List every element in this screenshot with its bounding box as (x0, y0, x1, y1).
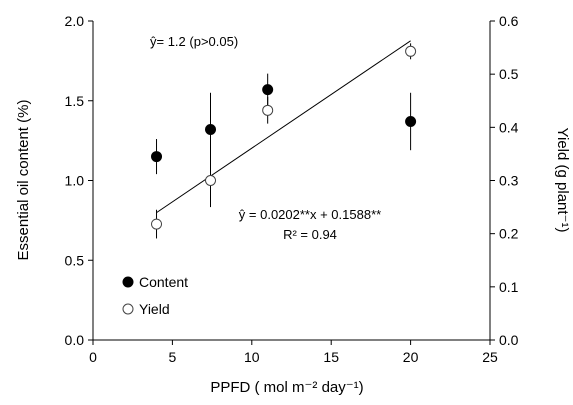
y-left-tick-label: 1.0 (65, 173, 85, 189)
y-right-tick-label: 0.3 (499, 173, 519, 189)
x-tick-label: 25 (482, 349, 498, 365)
legend-label-content: Content (139, 274, 188, 290)
y-right-tick-label: 0.5 (499, 66, 519, 82)
content-point (151, 151, 163, 163)
yield-point (405, 45, 417, 57)
yield-point (262, 104, 274, 116)
yield-point (205, 175, 217, 186)
y-left-tick-label: 1.5 (65, 93, 85, 109)
content-point (205, 123, 217, 135)
data-points (151, 43, 417, 239)
y-right-tick-label: 0.0 (499, 332, 519, 348)
x-tick-label: 0 (89, 349, 97, 365)
plot-frame (92, 21, 491, 341)
y-right-tick-label: 0.4 (499, 119, 519, 135)
trendline (156, 40, 411, 214)
trendline-group (156, 40, 411, 214)
y-right-tick-label: 0.1 (499, 279, 519, 295)
x-axis-title: PPFD ( mol m⁻² day⁻¹) (210, 379, 363, 396)
axis-ticks: 0 5 10 15 20 250.00.51.01.52.00.00.10.20.30.4… (65, 13, 519, 365)
x-tick-label: 10 (244, 349, 260, 365)
y-left-axis-title: Essential oil content (%) (15, 100, 32, 261)
y-left-tick-label: 0.0 (65, 332, 85, 348)
legend-marker-yield (122, 303, 134, 315)
yield-point (151, 218, 163, 230)
legend: Content Yield (122, 274, 188, 317)
yield-equation: ŷ = 0.0202**x + 0.1588** (239, 207, 381, 222)
x-tick-label: 20 (403, 349, 419, 365)
content-point (262, 84, 274, 96)
legend-marker-content (122, 276, 134, 288)
x-tick-label: 15 (323, 349, 339, 365)
x-tick-label: 5 (169, 349, 177, 365)
y-left-tick-label: 0.5 (65, 252, 85, 268)
legend-label-yield: Yield (139, 301, 170, 317)
content-point (405, 115, 417, 127)
y-right-tick-label: 0.6 (499, 13, 519, 29)
y-left-tick-label: 2.0 (65, 13, 85, 29)
y-right-axis-title: Yield (g plant⁻¹) (554, 128, 571, 233)
y-right-tick-label: 0.2 (499, 226, 519, 242)
yield-r2: R² = 0.94 (283, 227, 337, 242)
content-equation: ŷ= 1.2 (p>0.05) (150, 34, 238, 49)
